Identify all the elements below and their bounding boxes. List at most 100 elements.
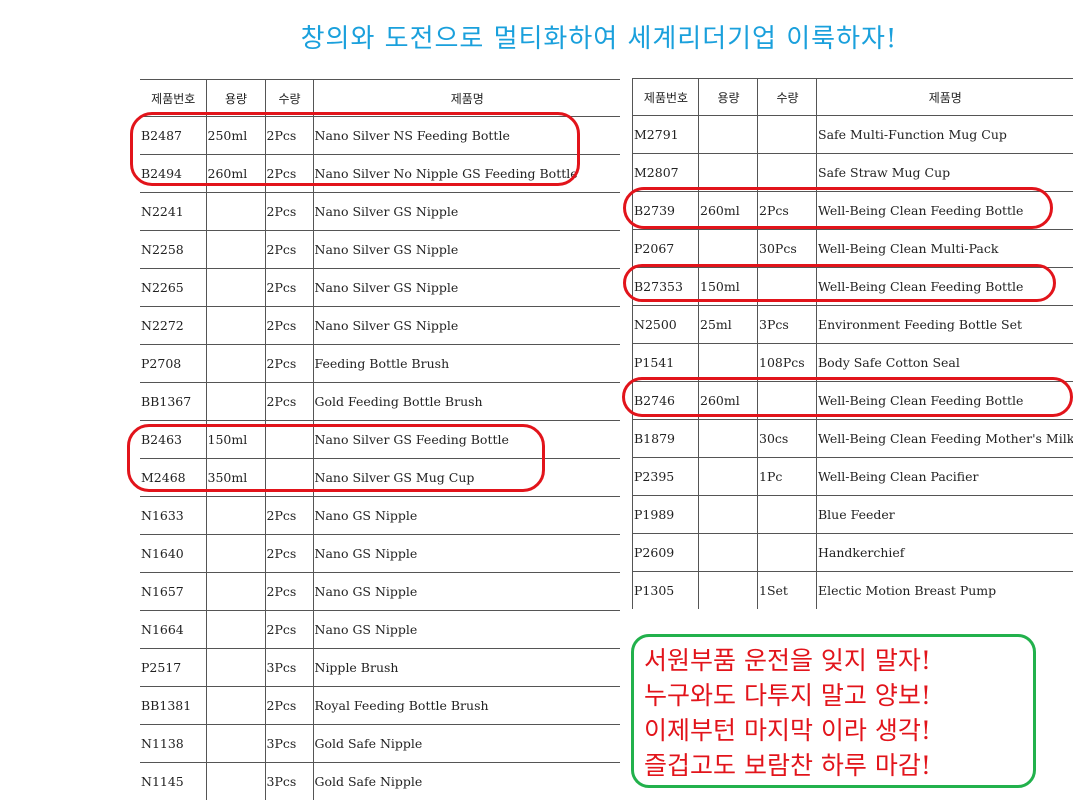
capacity-cell [205,306,265,345]
table-row: M2791 Safe Multi-Function Mug Cup [632,115,1073,154]
quantity-cell: 2Pcs [264,572,313,611]
product-name-cell: Nano Silver No Nipple GS Feeding Bottle [312,154,620,193]
table-row: P1989 Blue Feeder [632,495,1073,534]
table-row: B2494 260ml 2Pcs Nano Silver No Nipple GS F… [140,154,620,193]
table-row: P2609 Handkerchief [632,533,1073,572]
capacity-cell [205,686,265,725]
header-quantity: 수량 [757,78,817,116]
table-row: N1138 3Pcs Gold Safe Nipple [140,724,620,763]
quantity-cell: 1Pc [757,457,817,496]
product-code-cell: P2517 [140,648,206,687]
table-row: P2708 2Pcs Feeding Bottle Brush [140,344,620,383]
capacity-cell [205,648,265,687]
product-name-cell: Well-Being Clean Pacifier [816,457,1073,496]
capacity-cell [205,724,265,763]
table-row: P1541 108Pcs Body Safe Cotton Seal [632,343,1073,382]
product-code-cell: M2807 [632,153,699,192]
product-name-cell: Well-Being Clean Feeding Bottle [816,381,1073,420]
capacity-cell [205,534,265,573]
capacity-cell [698,495,758,534]
capacity-cell [205,762,265,800]
product-code-cell: P1541 [632,343,699,382]
product-code-cell: P2067 [632,229,699,268]
quantity-cell: 2Pcs [757,191,817,230]
product-code-cell: N1145 [140,762,206,800]
product-code-cell: P2609 [632,533,699,572]
quantity-cell: 3Pcs [264,762,313,800]
quantity-cell: 2Pcs [264,306,313,345]
quantity-cell: 30Pcs [757,229,817,268]
product-code-cell: N2258 [140,230,206,269]
table-row: B2487 250ml 2Pcs Nano Silver NS Feeding Bot… [140,116,620,155]
quantity-cell: 2Pcs [264,344,313,383]
capacity-cell [205,496,265,535]
highlight-left-b2463-m2468 [127,424,545,492]
product-name-cell: Nano Silver GS Nipple [312,230,620,269]
product-name-cell: Handkerchief [816,533,1073,572]
table-row: B1879 30cs Well-Being Clean Feeding Mother… [632,419,1073,458]
product-code-cell: N1657 [140,572,206,611]
highlight-left-b2487-b2494 [130,112,580,186]
header-quantity: 수량 [264,79,313,117]
product-name-cell: Gold Feeding Bottle Brush [312,382,620,421]
quantity-cell: 1Set [757,571,817,609]
quantity-cell: 3Pcs [264,724,313,763]
product-code-cell: N2265 [140,268,206,307]
table-row: N2272 2Pcs Nano Silver GS Nipple [140,306,620,345]
product-table-right: 제품번호 용량 수량 제품명 M2791 Safe Multi-Function … [632,78,1073,609]
table-row: P2517 3Pcs Nipple Brush [140,648,620,687]
capacity-cell [205,610,265,649]
quantity-cell [757,381,817,420]
quantity-cell: 2Pcs [264,230,313,269]
product-name-cell: Nano Silver GS Nipple [312,268,620,307]
table-row: N1664 2Pcs Nano GS Nipple [140,610,620,649]
capacity-cell [698,419,758,458]
quantity-cell: 2Pcs [264,154,313,193]
capacity-cell: 250ml [205,116,265,155]
table-header-row: 제품번호 용량 수량 제품명 [140,79,620,117]
capacity-cell [698,533,758,572]
product-name-cell: Well-Being Clean Feeding Bottle [816,191,1073,230]
quantity-cell: 2Pcs [264,116,313,155]
quantity-cell [757,115,817,154]
product-name-cell: Nano GS Nipple [312,572,620,611]
capacity-cell: 260ml [205,154,265,193]
product-name-cell: Safe Straw Mug Cup [816,153,1073,192]
table-row: N1657 2Pcs Nano GS Nipple [140,572,620,611]
table-row: P2395 1Pc Well-Being Clean Pacifier [632,457,1073,496]
product-code-cell: N1640 [140,534,206,573]
capacity-cell [205,382,265,421]
table-row: N1640 2Pcs Nano GS Nipple [140,534,620,573]
slogan-line: 즐겁고도 보람찬 하루 마감! [644,751,931,780]
page-title: 창의와 도전으로 멀티화하여 세계리더기업 이룩하자! [300,24,898,54]
product-name-cell: Nano Silver GS Nipple [312,192,620,231]
slogan-line: 이제부턴 마지막 이라 생각! [644,716,931,745]
slogan-line: 누구와도 다투지 말고 양보! [644,681,931,710]
header-code: 제품번호 [632,78,699,116]
quantity-cell [757,495,817,534]
quantity-cell: 2Pcs [264,686,313,725]
table-header-row: 제품번호 용량 수량 제품명 [632,78,1073,116]
header-capacity: 용량 [205,79,265,117]
product-name-cell: Nano GS Nipple [312,496,620,535]
quantity-cell: 30cs [757,419,817,458]
table-row: N1145 3Pcs Gold Safe Nipple [140,762,620,800]
product-code-cell: P2395 [632,457,699,496]
capacity-cell [698,229,758,268]
product-name-cell: Gold Safe Nipple [312,724,620,763]
product-code-cell: N1633 [140,496,206,535]
header-product-name: 제품명 [816,78,1073,116]
capacity-cell [205,268,265,307]
product-code-cell: P1989 [632,495,699,534]
quantity-cell: 3Pcs [264,648,313,687]
product-name-cell: Body Safe Cotton Seal [816,343,1073,382]
capacity-cell: 260ml [698,381,758,420]
product-code-cell: B1879 [632,419,699,458]
product-code-cell: N2241 [140,192,206,231]
capacity-cell [205,344,265,383]
capacity-cell [205,192,265,231]
quantity-cell: 108Pcs [757,343,817,382]
header-product-name: 제품명 [312,79,620,117]
highlight-right-b27353 [623,264,1056,302]
product-code-cell: P1305 [632,571,699,609]
